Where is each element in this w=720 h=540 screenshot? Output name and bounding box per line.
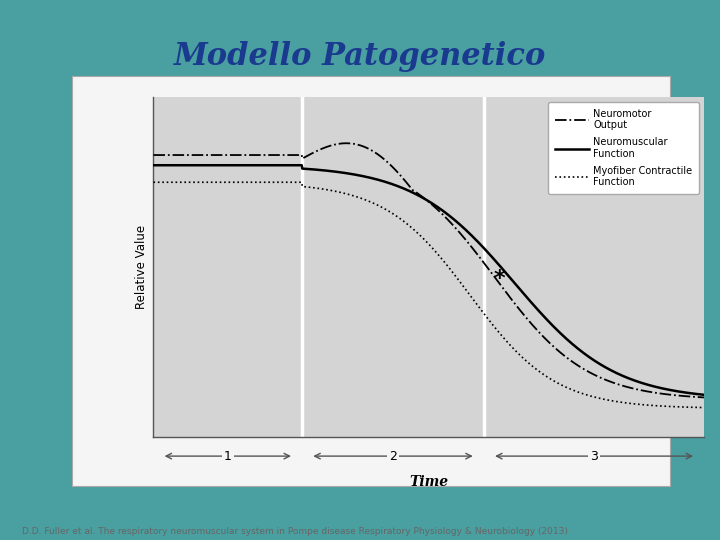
Text: *: * bbox=[493, 269, 505, 289]
Text: 2: 2 bbox=[389, 450, 397, 463]
Text: 3: 3 bbox=[590, 450, 598, 463]
Text: D.D. Fuller et al. The respiratory neuromuscular system in Pompe disease Respira: D.D. Fuller et al. The respiratory neuro… bbox=[22, 526, 567, 536]
Text: 1: 1 bbox=[224, 450, 232, 463]
Bar bbox=[302, 97, 484, 437]
Y-axis label: Relative Value: Relative Value bbox=[135, 225, 148, 309]
Legend: Neuromotor
Output, Neuromuscular
Function, Myofiber Contractile
Function: Neuromotor Output, Neuromuscular Functio… bbox=[548, 102, 699, 194]
Text: Time: Time bbox=[409, 475, 449, 489]
Bar bbox=[153, 97, 302, 437]
Bar bbox=[484, 97, 704, 437]
Text: Modello Patogenetico: Modello Patogenetico bbox=[174, 41, 546, 72]
